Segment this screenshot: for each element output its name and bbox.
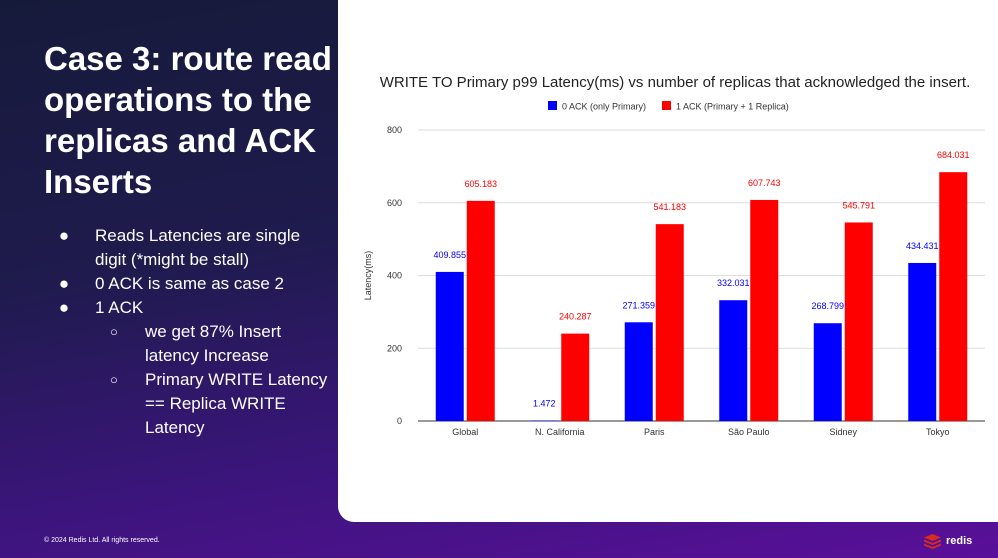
bullet-text: 1 ACK (95, 298, 144, 317)
data-label: 332.031 (717, 278, 750, 288)
bullet-marker: ● (58, 226, 70, 245)
copyright-text: © 2024 Redis Ltd. All rights reserved. (44, 537, 160, 544)
bar (435, 271, 464, 421)
sub-bullet-item: ○ Primary WRITE Latency == Replica WRITE … (58, 368, 333, 440)
y-tick-label: 800 (387, 125, 402, 135)
data-label: 409.855 (433, 250, 466, 260)
legend-label: 1 ACK (Primary + 1 Replica) (676, 102, 789, 112)
data-label: 268.799 (811, 301, 844, 311)
bullet-text: Reads Latencies are single digit (*might… (95, 226, 301, 269)
data-label: 541.183 (653, 202, 686, 212)
bullet-text: Primary WRITE Latency == Replica WRITE L… (145, 370, 328, 437)
chart-title: WRITE TO Primary p99 Latency(ms) vs numb… (380, 74, 971, 91)
legend-swatch (548, 101, 557, 110)
x-tick-label: São Paulo (728, 427, 770, 437)
data-label: 545.791 (842, 200, 875, 210)
bullet-text: 0 ACK is same as case 2 (95, 274, 284, 293)
y-tick-label: 400 (387, 271, 402, 281)
bar (844, 222, 873, 421)
redis-logo: redis (923, 533, 972, 549)
bar (655, 224, 684, 421)
x-tick-label: Sidney (829, 427, 857, 437)
bullet-marker: ○ (110, 372, 118, 387)
sub-bullet-item: ○ we get 87% Insert latency Increase (58, 320, 333, 368)
y-axis-label: Latency(ms) (363, 251, 373, 301)
bar (719, 300, 748, 421)
bar (530, 420, 559, 421)
bullet-item: ● 0 ACK is same as case 2 (58, 272, 333, 296)
data-label: 1.472 (533, 398, 556, 408)
bar (561, 333, 590, 421)
legend-label: 0 ACK (only Primary) (562, 102, 646, 112)
redis-cube-icon (924, 534, 941, 549)
bar (750, 199, 779, 421)
data-label: 434.431 (906, 241, 939, 251)
x-tick-label: Tokyo (926, 427, 950, 437)
data-label: 605.183 (464, 179, 497, 189)
legend-swatch (662, 101, 671, 110)
bullet-text: we get 87% Insert latency Increase (145, 322, 282, 365)
bullet-marker: ● (58, 274, 70, 293)
data-label: 684.031 (937, 150, 970, 160)
data-label: 271.359 (622, 300, 655, 310)
logo-text: redis (946, 535, 973, 547)
y-tick-label: 600 (387, 198, 402, 208)
bullet-marker: ○ (110, 324, 118, 339)
slide-left-panel: Case 3: route read operations to the rep… (0, 0, 338, 520)
bar (939, 172, 968, 421)
bar (466, 200, 495, 421)
y-tick-label: 200 (387, 343, 402, 353)
chart-panel: WRITE TO Primary p99 Latency(ms) vs numb… (338, 0, 998, 522)
bar (908, 262, 937, 421)
bullet-list: ● Reads Latencies are single digit (*migh… (58, 224, 333, 440)
slide-title: Case 3: route read operations to the rep… (44, 40, 332, 200)
bullet-item: ● 1 ACK (58, 296, 333, 320)
bullet-item: ● Reads Latencies are single digit (*migh… (58, 224, 333, 272)
x-tick-label: Global (452, 427, 478, 437)
y-tick-label: 0 (397, 416, 402, 426)
x-tick-label: Paris (644, 427, 665, 437)
x-tick-label: N. California (535, 427, 585, 437)
data-label: 607.743 (748, 178, 781, 188)
bar (624, 322, 653, 421)
bar (813, 323, 842, 421)
bar-chart: WRITE TO Primary p99 Latency(ms) vs numb… (363, 74, 985, 437)
data-label: 240.287 (559, 312, 592, 322)
bullet-marker: ● (58, 298, 70, 317)
